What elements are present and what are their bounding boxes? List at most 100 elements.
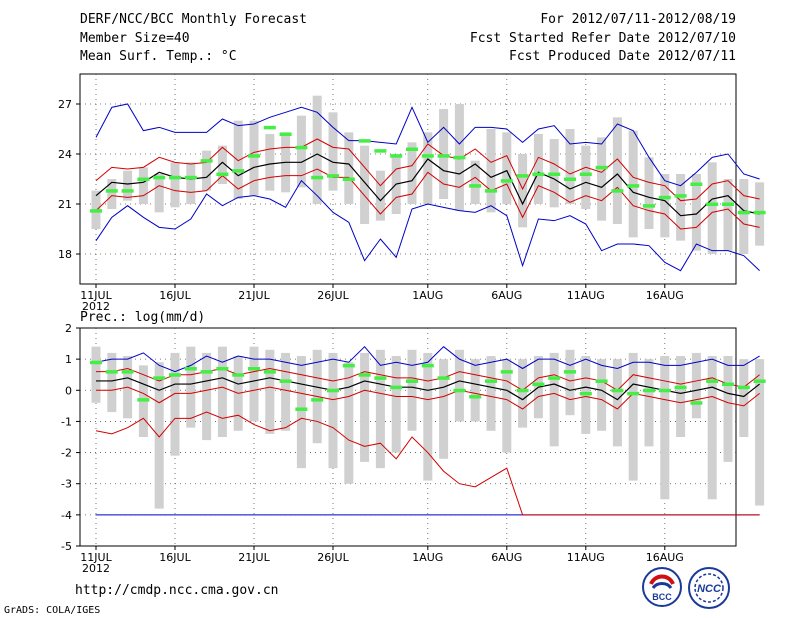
prec-member-bar [755,359,765,506]
temp-member-bar [644,157,654,229]
temp-ytick-label: 24 [58,148,72,161]
temp-climatology-mark [216,172,229,176]
temp-climatology-mark [643,204,655,208]
prec-climatology-mark [248,366,260,371]
prec-climatology-mark [390,385,403,390]
prec-climatology-mark [279,379,292,383]
temp-member-bar [502,132,512,204]
temp-climatology-mark [579,172,592,176]
prec-climatology-mark [121,370,134,374]
temp-xtick-label: 1AUG [412,289,443,302]
prec-climatology-mark [674,385,687,390]
temp-xtick-label: 11AUG [567,289,605,302]
prec-xtick-label: 16JUL [159,551,191,564]
temp-member-bar [154,174,164,213]
prec-min-line [95,411,760,516]
prec-member-bar [91,346,101,403]
temp-member-bar [328,112,338,191]
temp-climatology-mark [406,147,418,151]
temp-climatology-mark [595,165,608,170]
temp-climatology-mark [105,189,118,193]
temp-member-bar [138,167,148,204]
prec-member-bar [660,356,670,500]
prec-member-bar [328,352,338,469]
temp-member-bar [533,134,543,204]
prec-xtick-label: 1AUG [412,551,443,564]
prec-member-bar [265,349,275,434]
prec-member-bar [217,346,227,437]
prec-member-bar [154,362,164,509]
temp-member-bar [170,162,180,208]
temp-member-bar [296,115,306,188]
prec-member-bar [691,352,701,419]
prec-xtick-label: 21JUL [238,551,270,564]
prec-climatology-mark [737,385,750,390]
temp-climatology-mark [184,175,197,180]
temp-member-bar [691,174,701,251]
prec-climatology-mark [485,379,497,383]
prec-climatology-mark [421,363,434,368]
prec-climatology-mark [453,388,466,393]
prec-xtick-label: 26JUL [317,551,349,564]
temp-ytick-label: 27 [58,98,72,111]
prec-member-bar [281,352,291,431]
temp-climatology-mark [548,172,561,176]
temp-member-bar [581,145,591,209]
prec-climatology-mark [232,373,245,377]
prec-xtick-label: 16AUG [646,551,684,564]
prec-climatology-mark [184,366,197,371]
source-url[interactable]: http://cmdp.ncc.cma.gov.cn [75,583,279,598]
prec-member-bar [470,359,480,422]
prec-climatology-mark [406,379,418,383]
prec-member-bar [612,359,622,447]
temp-member-bar [612,117,622,224]
prec-ytick-label: 1 [65,353,72,366]
temp-climatology-mark [469,184,482,188]
prec-climatology-mark [137,398,150,402]
prec-climatology-mark [263,370,276,374]
prec-climatology-mark [358,373,371,377]
prec-member-bar [518,359,528,428]
prec-mean-line [96,377,760,401]
temp-member-bar [360,145,370,224]
temp-climatology-mark [169,175,181,180]
prec-climatology-mark [753,379,766,383]
temp-climatology-mark [248,154,260,158]
prec-member-bar [676,356,686,437]
temp-climatology-mark [674,194,687,198]
temp-ytick-label: 21 [58,198,72,211]
prec-member-bar [486,356,496,431]
prec-climatology-mark [564,370,576,374]
temp-plot: 11JUL 16JUL 21JUL 26JUL 1AUG 6AUG 11AUG 16AUG 20… [58,73,766,313]
prec-xtick-label: 11JUL [80,551,112,564]
temp-member-bar [439,109,449,199]
prec-member-bar [407,349,417,431]
temp-climatology-mark [437,154,450,158]
temp-member-bar [407,142,417,204]
ncc-logo: NCC [687,566,731,610]
prec-member-bar [549,352,559,447]
temp-member-bar [628,130,638,238]
prec-ytick-label: 2 [65,322,72,335]
temp-member-bar [723,179,733,251]
prec-ytick-label: -4 [61,509,72,522]
temp-member-bar [486,129,496,213]
temp-member-bar [249,120,259,196]
temp-member-bar [202,150,212,191]
prec-member-bar [454,349,464,422]
temp-member-bar [660,174,670,238]
prec-member-bar [565,349,575,416]
prec-ytick-label: -3 [61,478,72,491]
temp-climatology-mark [500,179,513,183]
prec-ytick-label: -5 [61,540,72,553]
temp-member-bar [518,154,528,228]
prec-climatology-mark [722,382,734,387]
prec-climatology-mark [532,382,545,387]
temp-min-line [95,179,760,272]
prec-xtick-label: 11AUG [567,551,605,564]
temp-climatology-mark [279,132,292,136]
temp-climatology-mark [327,174,339,178]
temp-climatology-mark [200,159,213,163]
prec-member-bar [707,356,717,500]
chart-title: DERF/NCC/BCC Monthly Forecast [80,12,307,27]
